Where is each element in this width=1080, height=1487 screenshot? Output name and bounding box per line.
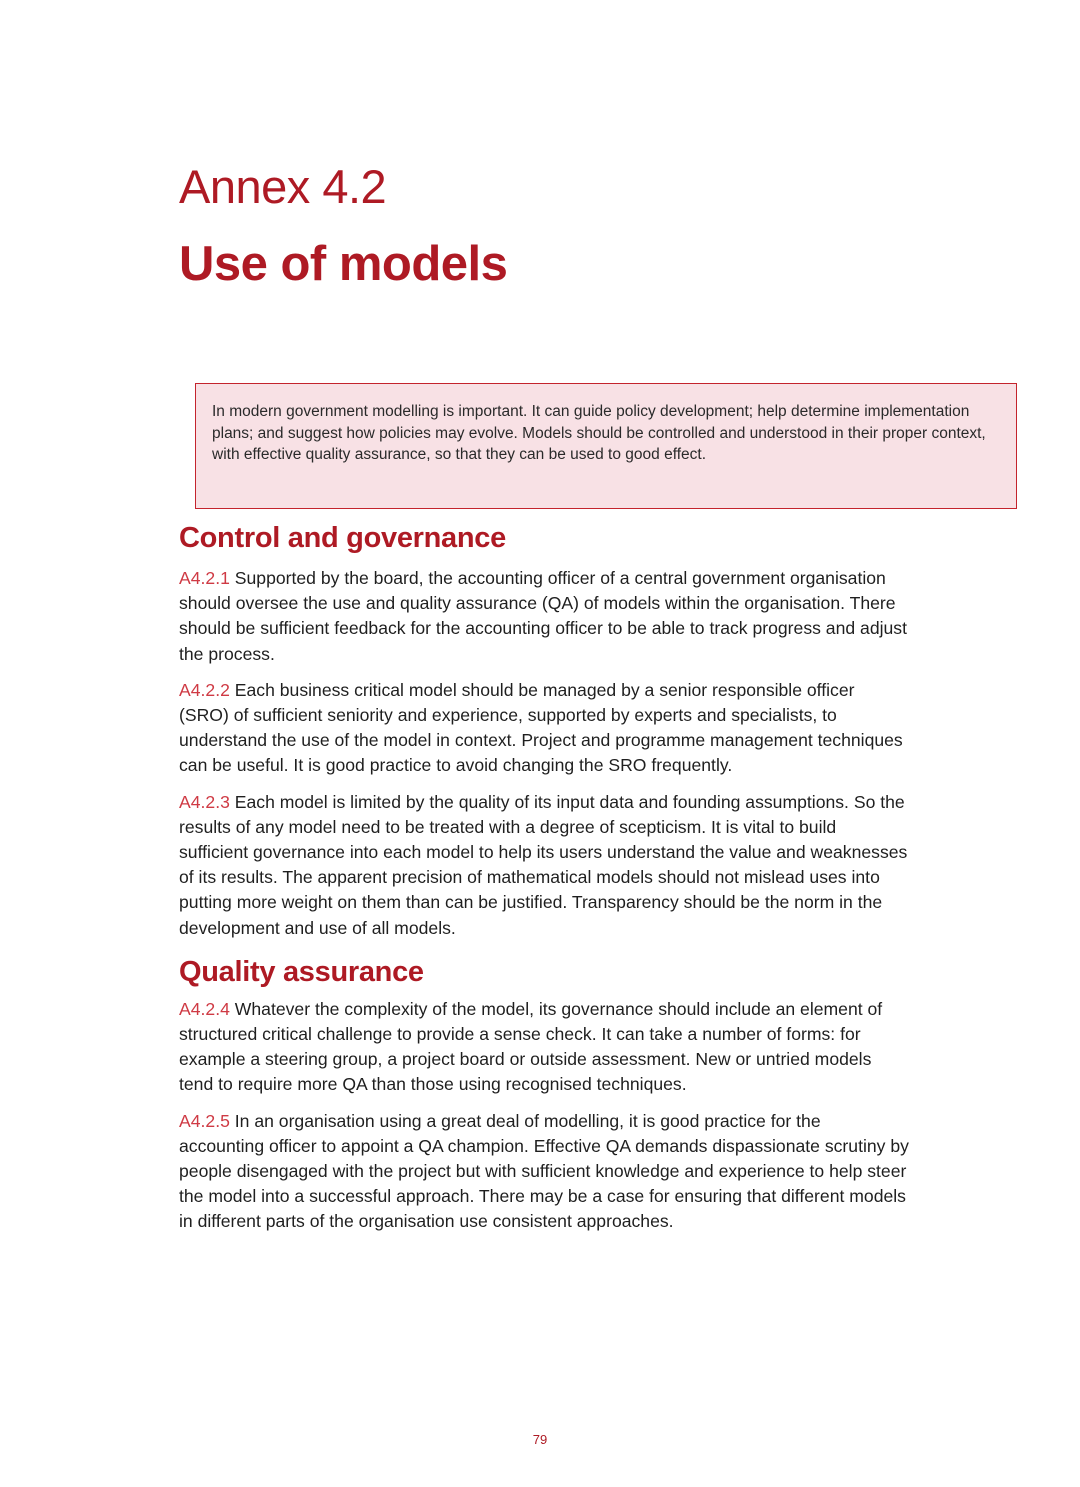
paragraph: A4.2.2 Each business critical model shou… xyxy=(179,678,909,779)
section-heading: Control and governance xyxy=(179,522,506,554)
paragraph-text: Whatever the complexity of the model, it… xyxy=(179,998,883,1095)
main-content: Control and governance A4.2.1 Supported … xyxy=(179,518,909,1246)
paragraph-number: A4.2.5 xyxy=(179,1110,230,1131)
summary-box: In modern government modelling is import… xyxy=(195,383,1017,509)
paragraph-text: Each business critical model should be m… xyxy=(179,679,903,776)
page-number: 79 xyxy=(532,1432,548,1447)
paragraph: A4.2.4 Whatever the complexity of the mo… xyxy=(179,997,909,1098)
paragraph: A4.2.5 In an organisation using a great … xyxy=(179,1109,909,1235)
paragraph-number: A4.2.2 xyxy=(179,679,230,700)
page-title: Use of models xyxy=(179,237,508,291)
paragraph-number: A4.2.3 xyxy=(179,791,230,812)
section-heading: Quality assurance xyxy=(179,955,424,988)
paragraph: A4.2.1 Supported by the board, the accou… xyxy=(179,566,909,667)
section-quality-assurance: Quality assurance A4.2.4 Whatever the co… xyxy=(179,952,909,1235)
paragraph-number: A4.2.4 xyxy=(179,998,230,1019)
paragraph-number: A4.2.1 xyxy=(179,568,230,588)
paragraph: A4.2.3 Each model is limited by the qual… xyxy=(179,790,909,941)
section-control-and-governance: Control and governance A4.2.1 Supported … xyxy=(179,518,909,941)
summary-text: In modern government modelling is import… xyxy=(212,403,986,463)
paragraph-text: Supported by the board, the accounting o… xyxy=(179,568,907,664)
paragraph-text: Each model is limited by the quality of … xyxy=(179,791,908,938)
annex-label: Annex 4.2 xyxy=(179,160,387,213)
paragraph-text: In an organisation using a great deal of… xyxy=(179,1110,909,1232)
